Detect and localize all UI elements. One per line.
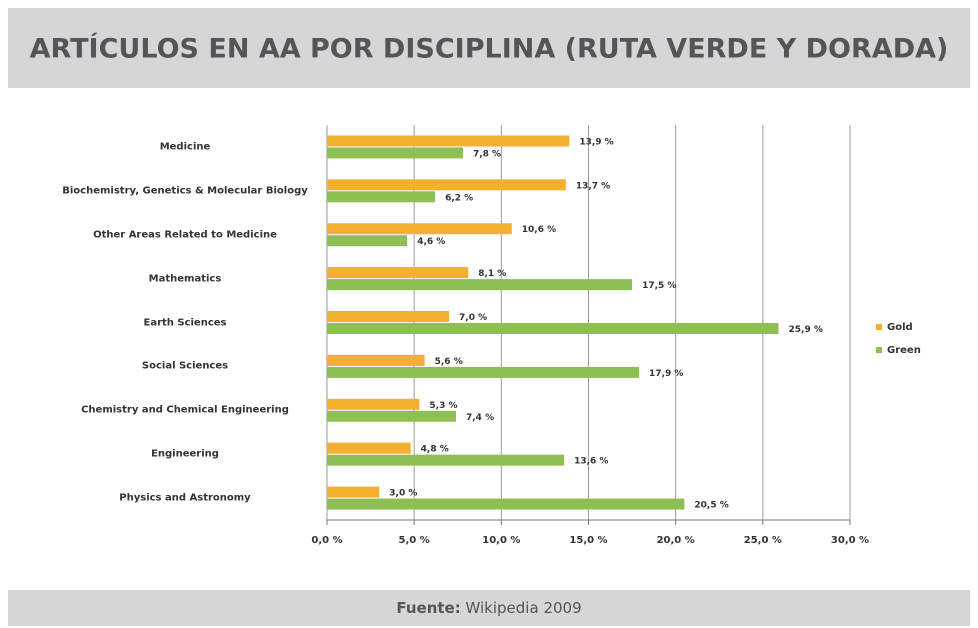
source-text: Wikipedia 2009 [466, 599, 582, 617]
bar [327, 454, 565, 466]
bar [327, 279, 633, 291]
legend-label: Green [887, 345, 921, 356]
bar [327, 311, 450, 322]
bar [327, 323, 779, 334]
category-label: Engineering [151, 448, 219, 460]
bar [327, 398, 420, 410]
value-label: 5,6 % [435, 357, 463, 367]
x-tick-label: 15,0 % [569, 535, 607, 546]
chart-title: ARTÍCULOS EN AA POR DISCIPLINA (RUTA VER… [30, 33, 949, 65]
bar [327, 135, 570, 147]
value-label: 7,8 % [473, 149, 501, 159]
value-label: 13,6 % [574, 457, 608, 467]
bar [327, 354, 425, 366]
value-label: 13,7 % [576, 181, 610, 191]
bar [327, 223, 512, 235]
value-label: 17,9 % [649, 369, 683, 379]
bar [327, 147, 463, 159]
value-label: 8,1 % [478, 269, 506, 279]
value-label: 20,5 % [694, 501, 728, 511]
bar [327, 191, 436, 203]
bar [327, 235, 408, 247]
category-label: Medicine [159, 141, 211, 153]
value-label: 7,0 % [459, 313, 487, 323]
value-label: 3,0 % [389, 489, 417, 499]
category-label: Physics and Astronomy [119, 492, 251, 504]
x-tick-label: 10,0 % [482, 535, 520, 546]
x-tick-label: 20,0 % [657, 535, 695, 546]
bar [327, 267, 469, 279]
value-label: 17,5 % [642, 281, 676, 291]
legend-swatch [876, 347, 882, 353]
value-label: 4,6 % [417, 237, 445, 247]
category-label: Social Sciences [141, 360, 229, 372]
x-tick-label: 30,0 % [831, 535, 869, 546]
bar [327, 366, 640, 378]
value-label: 7,4 % [466, 413, 494, 423]
footer-band [8, 590, 970, 626]
category-label: Earth Sciences [143, 317, 227, 328]
bar [327, 486, 380, 498]
value-label: 4,8 % [421, 445, 449, 455]
category-label: Mathematics [148, 273, 222, 285]
value-label: 5,3 % [429, 401, 457, 411]
value-label: 6,2 % [445, 193, 473, 203]
x-tick-label: 5,0 % [399, 535, 430, 546]
bar [327, 179, 566, 191]
category-label: Biochemistry, Genetics & Molecular Biolo… [62, 185, 308, 197]
category-label: Other Areas Related to Medicine [93, 229, 277, 241]
x-tick-label: 0,0 % [311, 535, 342, 546]
legend-label: Gold [887, 322, 913, 333]
title-band [8, 8, 970, 88]
bar [327, 498, 685, 510]
value-label: 13,9 % [579, 137, 613, 147]
value-label: 10,6 % [522, 225, 556, 235]
category-label: Chemistry and Chemical Engineering [81, 404, 289, 416]
source-label: Fuente: [396, 599, 460, 617]
legend-swatch [876, 324, 882, 330]
source: Fuente: Wikipedia 2009 [396, 599, 581, 617]
value-label: 25,9 % [789, 325, 823, 335]
bar [327, 442, 411, 454]
bar [327, 410, 457, 422]
x-tick-label: 25,0 % [744, 535, 782, 546]
